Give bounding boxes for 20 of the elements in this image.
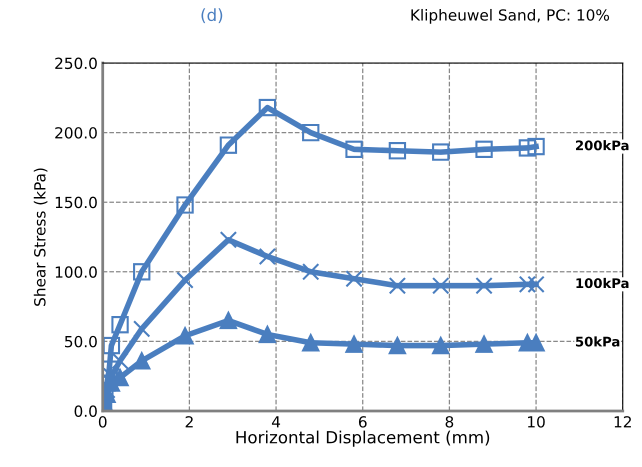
x-tick-label: 4	[272, 416, 280, 428]
x-tick-label: 8	[446, 416, 454, 428]
y-tick-label: 100.0	[56, 266, 97, 278]
y-axis-title: Shear Stress (kPa)	[34, 168, 48, 306]
x-tick-label: 2	[186, 416, 193, 428]
x-tick-label: 0	[98, 416, 107, 428]
chart-subtitle: Klipheuwel Sand, PC: 10%	[411, 8, 610, 24]
y-tick-label: 200.0	[55, 127, 97, 139]
y-tick-label: 0.0	[74, 405, 97, 417]
text: 50kPa	[576, 336, 620, 347]
x-axis-title: Horizontal Displacement (mm)	[236, 430, 490, 447]
y-tick-label: 250.0	[55, 58, 97, 70]
x-tick-label: 6	[358, 416, 367, 428]
y-tick-label: 150.0	[56, 196, 97, 208]
chart-title: (d)	[202, 8, 222, 24]
x-tick-label: 12	[614, 416, 631, 428]
x-tick-label: 10	[528, 416, 545, 428]
y-tick-label: 50.0	[65, 336, 97, 348]
text: 200kPa	[576, 140, 628, 150]
text: 100kPa	[576, 278, 628, 288]
